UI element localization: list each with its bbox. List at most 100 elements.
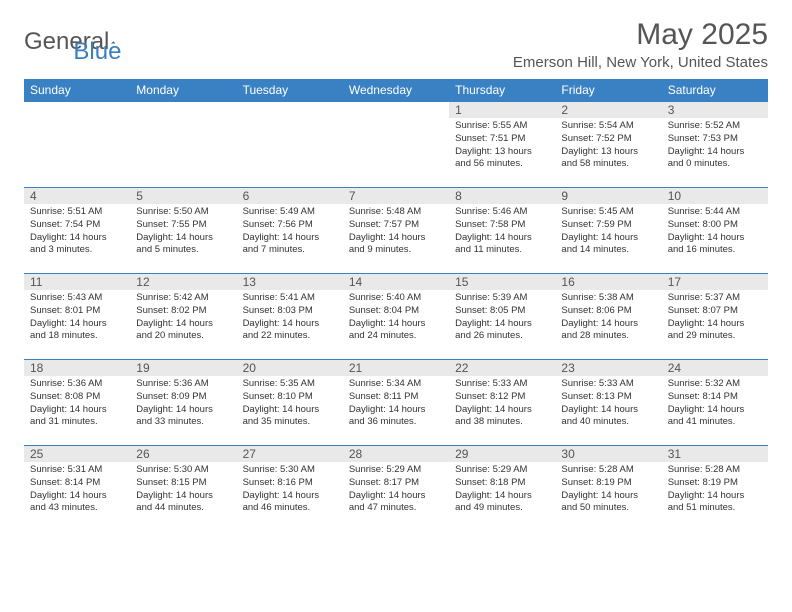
calendar-cell: 31Sunrise: 5:28 AMSunset: 8:19 PMDayligh… [662,446,768,532]
day-detail-line: Sunset: 8:10 PM [243,391,337,404]
day-detail-line: Daylight: 14 hours and 44 minutes. [136,490,230,516]
day-detail-line: Sunrise: 5:28 AM [561,464,655,477]
calendar-cell: 9Sunrise: 5:45 AMSunset: 7:59 PMDaylight… [555,188,661,274]
day-detail-line: Sunset: 8:02 PM [136,305,230,318]
day-number: 17 [662,274,768,290]
calendar-row: 25Sunrise: 5:31 AMSunset: 8:14 PMDayligh… [24,446,768,532]
day-detail-line: Sunrise: 5:51 AM [30,206,124,219]
day-detail-line: Daylight: 14 hours and 41 minutes. [668,404,762,430]
day-detail-line: Sunset: 8:13 PM [561,391,655,404]
calendar-row: 4Sunrise: 5:51 AMSunset: 7:54 PMDaylight… [24,188,768,274]
day-detail-line: Daylight: 14 hours and 3 minutes. [30,232,124,258]
day-number: 23 [555,360,661,376]
day-details [130,118,236,122]
day-detail-line: Sunset: 7:58 PM [455,219,549,232]
day-detail-line: Sunset: 8:18 PM [455,477,549,490]
day-detail-line: Sunset: 8:19 PM [668,477,762,490]
calendar-cell: 27Sunrise: 5:30 AMSunset: 8:16 PMDayligh… [237,446,343,532]
calendar-cell: 23Sunrise: 5:33 AMSunset: 8:13 PMDayligh… [555,360,661,446]
day-details: Sunrise: 5:34 AMSunset: 8:11 PMDaylight:… [343,376,449,431]
day-details: Sunrise: 5:33 AMSunset: 8:12 PMDaylight:… [449,376,555,431]
day-header: Sunday [24,79,130,102]
day-details: Sunrise: 5:28 AMSunset: 8:19 PMDaylight:… [555,462,661,517]
day-details: Sunrise: 5:35 AMSunset: 8:10 PMDaylight:… [237,376,343,431]
day-details: Sunrise: 5:29 AMSunset: 8:17 PMDaylight:… [343,462,449,517]
day-detail-line: Sunset: 8:14 PM [30,477,124,490]
day-number: 16 [555,274,661,290]
day-number: 22 [449,360,555,376]
day-details: Sunrise: 5:36 AMSunset: 8:08 PMDaylight:… [24,376,130,431]
day-detail-line: Daylight: 13 hours and 56 minutes. [455,146,549,172]
day-number: 4 [24,188,130,204]
calendar-cell: 16Sunrise: 5:38 AMSunset: 8:06 PMDayligh… [555,274,661,360]
day-header: Monday [130,79,236,102]
calendar-cell: 19Sunrise: 5:36 AMSunset: 8:09 PMDayligh… [130,360,236,446]
day-detail-line: Daylight: 14 hours and 9 minutes. [349,232,443,258]
calendar-body: ....1Sunrise: 5:55 AMSunset: 7:51 PMDayl… [24,102,768,532]
day-details: Sunrise: 5:43 AMSunset: 8:01 PMDaylight:… [24,290,130,345]
calendar-cell: 14Sunrise: 5:40 AMSunset: 8:04 PMDayligh… [343,274,449,360]
calendar-table: Sunday Monday Tuesday Wednesday Thursday… [24,79,768,532]
day-detail-line: Sunrise: 5:42 AM [136,292,230,305]
day-detail-line: Sunset: 8:08 PM [30,391,124,404]
day-detail-line: Sunrise: 5:29 AM [455,464,549,477]
day-detail-line: Daylight: 14 hours and 28 minutes. [561,318,655,344]
day-detail-line: Sunrise: 5:43 AM [30,292,124,305]
day-detail-line: Daylight: 14 hours and 43 minutes. [30,490,124,516]
day-details: Sunrise: 5:39 AMSunset: 8:05 PMDaylight:… [449,290,555,345]
day-number: 10 [662,188,768,204]
day-detail-line: Sunset: 8:19 PM [561,477,655,490]
day-detail-line: Sunrise: 5:32 AM [668,378,762,391]
day-detail-line: Daylight: 14 hours and 29 minutes. [668,318,762,344]
day-detail-line: Sunrise: 5:45 AM [561,206,655,219]
day-detail-line: Sunrise: 5:30 AM [243,464,337,477]
day-details: Sunrise: 5:51 AMSunset: 7:54 PMDaylight:… [24,204,130,259]
day-number: 6 [237,188,343,204]
calendar-cell: 17Sunrise: 5:37 AMSunset: 8:07 PMDayligh… [662,274,768,360]
day-detail-line: Sunset: 7:56 PM [243,219,337,232]
day-details: Sunrise: 5:52 AMSunset: 7:53 PMDaylight:… [662,118,768,173]
day-details: Sunrise: 5:48 AMSunset: 7:57 PMDaylight:… [343,204,449,259]
day-details: Sunrise: 5:49 AMSunset: 7:56 PMDaylight:… [237,204,343,259]
page-title: May 2025 [513,18,768,52]
day-detail-line: Sunset: 8:17 PM [349,477,443,490]
day-number: 30 [555,446,661,462]
day-details: Sunrise: 5:54 AMSunset: 7:52 PMDaylight:… [555,118,661,173]
day-detail-line: Sunrise: 5:37 AM [668,292,762,305]
day-detail-line: Daylight: 14 hours and 46 minutes. [243,490,337,516]
day-header: Saturday [662,79,768,102]
day-detail-line: Sunrise: 5:33 AM [561,378,655,391]
day-details: Sunrise: 5:46 AMSunset: 7:58 PMDaylight:… [449,204,555,259]
calendar-cell: . [24,102,130,188]
day-details [237,118,343,122]
day-number: 11 [24,274,130,290]
day-detail-line: Daylight: 13 hours and 58 minutes. [561,146,655,172]
calendar-cell: 1Sunrise: 5:55 AMSunset: 7:51 PMDaylight… [449,102,555,188]
day-detail-line: Sunrise: 5:28 AM [668,464,762,477]
calendar-row: ....1Sunrise: 5:55 AMSunset: 7:51 PMDayl… [24,102,768,188]
day-detail-line: Daylight: 14 hours and 0 minutes. [668,146,762,172]
day-detail-line: Sunset: 8:16 PM [243,477,337,490]
day-number: 7 [343,188,449,204]
day-detail-line: Sunrise: 5:49 AM [243,206,337,219]
day-number: 2 [555,102,661,118]
calendar-cell: . [343,102,449,188]
calendar-cell: 28Sunrise: 5:29 AMSunset: 8:17 PMDayligh… [343,446,449,532]
day-details: Sunrise: 5:32 AMSunset: 8:14 PMDaylight:… [662,376,768,431]
day-details: Sunrise: 5:36 AMSunset: 8:09 PMDaylight:… [130,376,236,431]
day-number: 19 [130,360,236,376]
day-details: Sunrise: 5:38 AMSunset: 8:06 PMDaylight:… [555,290,661,345]
day-details: Sunrise: 5:40 AMSunset: 8:04 PMDaylight:… [343,290,449,345]
calendar-cell: 6Sunrise: 5:49 AMSunset: 7:56 PMDaylight… [237,188,343,274]
day-detail-line: Sunrise: 5:36 AM [30,378,124,391]
day-detail-line: Daylight: 14 hours and 31 minutes. [30,404,124,430]
logo: General Blue [24,18,121,66]
day-detail-line: Sunset: 7:53 PM [668,133,762,146]
day-detail-line: Sunrise: 5:35 AM [243,378,337,391]
day-number: 31 [662,446,768,462]
day-number: 18 [24,360,130,376]
day-number: 1 [449,102,555,118]
calendar-cell: 5Sunrise: 5:50 AMSunset: 7:55 PMDaylight… [130,188,236,274]
day-detail-line: Sunrise: 5:41 AM [243,292,337,305]
day-detail-line: Daylight: 14 hours and 47 minutes. [349,490,443,516]
